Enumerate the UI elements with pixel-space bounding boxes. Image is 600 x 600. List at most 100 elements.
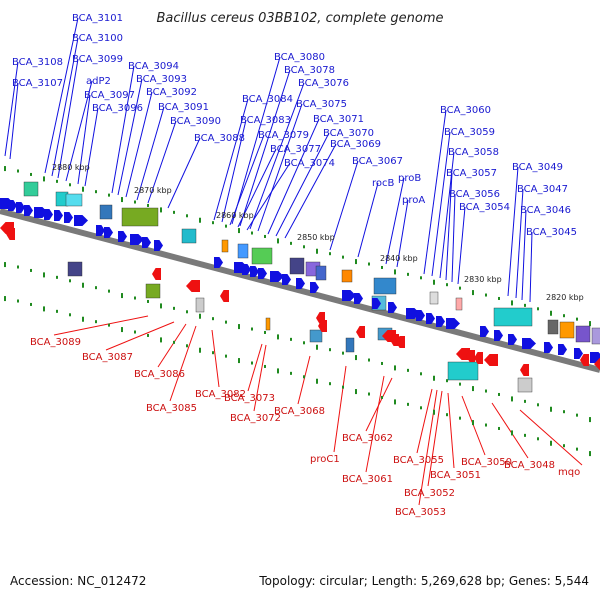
label-line-forward	[385, 177, 405, 265]
label-line-forward	[521, 209, 527, 301]
tick-mark	[17, 265, 19, 269]
tick-mark	[524, 433, 526, 437]
tick-mark	[290, 337, 292, 341]
label-line-reverse	[157, 323, 187, 368]
tick-mark	[108, 323, 110, 327]
feature-box	[251, 247, 273, 265]
reverse-gene-arrow	[474, 352, 483, 364]
kbp-tick-labels: 2880 kbp 2870 kbp 2860 kbp 2850 kbp 2840 kbp…	[52, 163, 584, 302]
label-line-forward	[147, 120, 177, 204]
tick-mark	[238, 324, 240, 330]
tick-mark	[589, 321, 591, 327]
forward-gene-label: BCA_3056	[449, 189, 500, 200]
label-line-forward	[237, 148, 277, 228]
tick-mark	[43, 176, 45, 182]
label-line-forward	[239, 69, 291, 227]
forward-gene-label: BCA_3080	[274, 52, 325, 63]
tick-mark	[95, 320, 97, 324]
tick-mark	[407, 402, 409, 406]
forward-gene-label: BCA_3058	[448, 147, 499, 158]
tick-mark	[420, 276, 422, 280]
feature-box	[265, 317, 271, 331]
tick-mark	[511, 300, 513, 306]
label-line-forward	[136, 106, 165, 201]
reverse-gene-label: BCA_3048	[504, 460, 555, 471]
label-line-forward	[275, 132, 330, 237]
tick-mark	[56, 275, 58, 279]
tick-mark	[95, 190, 97, 194]
reverse-gene-arrow	[484, 354, 498, 366]
forward-gene-label: BCA_3057	[446, 168, 497, 179]
feature-box	[67, 261, 83, 277]
forward-gene-label: proB	[398, 173, 421, 184]
tick-mark	[511, 396, 513, 402]
forward-gene-label: BCA_3070	[323, 128, 374, 139]
forward-gene-arrow	[104, 227, 113, 238]
label-line-reverse	[53, 315, 149, 336]
forward-gene-arrow	[558, 344, 567, 355]
label-line-forward	[229, 134, 265, 226]
forward-gene-arrow	[282, 274, 291, 285]
label-line-reverse	[105, 321, 175, 351]
feature-box	[429, 291, 439, 305]
kbp-tick-label: 2820 kbp	[546, 293, 584, 302]
tick-mark	[43, 306, 45, 312]
tick-marks	[4, 166, 591, 457]
tick-mark	[563, 444, 565, 448]
forward-gene-arrow	[342, 290, 356, 301]
forward-gene-label: proA	[402, 195, 425, 206]
accession-text: Accession: NC_012472	[10, 574, 146, 588]
label-line-forward	[507, 166, 519, 297]
tick-mark	[199, 313, 201, 319]
label-line-forward	[249, 82, 305, 230]
label-line-forward	[51, 37, 79, 177]
tick-mark	[472, 420, 474, 426]
forward-gene-label: BCA_3076	[298, 78, 349, 89]
tick-mark	[316, 378, 318, 384]
tick-mark	[485, 423, 487, 427]
tick-mark	[290, 241, 292, 245]
tick-mark	[524, 303, 526, 307]
label-line-forward	[445, 172, 453, 281]
label-line-reverse	[447, 392, 455, 469]
tick-mark	[498, 392, 500, 396]
tick-mark	[147, 203, 149, 207]
tick-mark	[160, 337, 162, 343]
feature-box	[289, 257, 305, 275]
forward-gene-arrow	[522, 338, 536, 349]
forward-gene-arrow	[296, 278, 305, 289]
tick-mark	[4, 296, 6, 302]
tick-mark	[121, 197, 123, 203]
tick-mark	[446, 413, 448, 417]
tick-mark	[173, 340, 175, 344]
tick-mark	[576, 413, 578, 417]
tick-mark	[576, 317, 578, 321]
forward-gene-label: BCA_3079	[258, 130, 309, 141]
tick-mark	[498, 296, 500, 300]
tick-mark	[329, 252, 331, 256]
reverse-gene-arrow	[6, 228, 15, 240]
tick-mark	[251, 231, 253, 235]
feature-box	[65, 193, 83, 207]
tick-mark	[420, 406, 422, 410]
label-line-forward	[213, 98, 249, 221]
tick-mark	[69, 313, 71, 317]
forward-gene-label: BCA_3077	[270, 144, 321, 155]
tick-mark	[342, 385, 344, 389]
feature-box	[373, 277, 397, 295]
tick-mark	[368, 262, 370, 266]
tick-mark	[212, 317, 214, 321]
label-line-forward	[117, 78, 143, 196]
tick-mark	[43, 272, 45, 278]
forward-gene-label: BCA_3094	[128, 61, 179, 72]
reverse-gene-arrow	[318, 320, 327, 332]
tick-mark	[355, 389, 357, 395]
tick-mark	[303, 375, 305, 379]
label-line-reverse	[297, 355, 311, 405]
label-line-reverse	[519, 409, 583, 466]
tick-mark	[589, 451, 591, 457]
tick-mark	[433, 409, 435, 415]
label-line-forward	[77, 94, 91, 185]
tick-mark	[82, 316, 84, 322]
forward-gene-arrow	[388, 302, 397, 313]
